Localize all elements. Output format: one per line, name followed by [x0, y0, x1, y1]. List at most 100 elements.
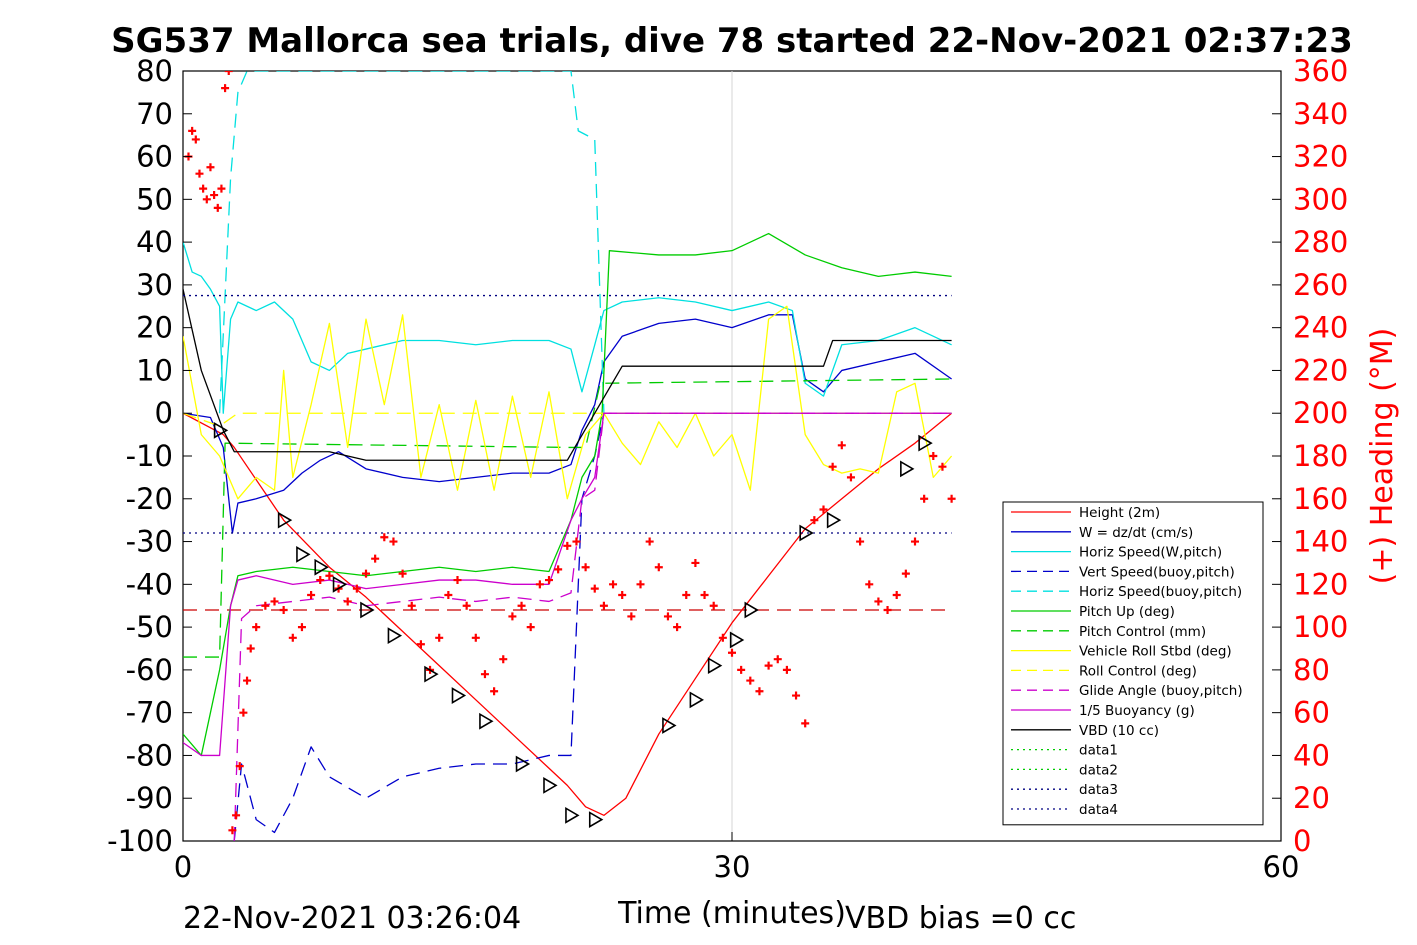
triangle-marker	[277, 511, 293, 529]
triangle-marker	[213, 421, 229, 439]
triangle-marker	[900, 460, 915, 478]
triangle-marker	[387, 627, 403, 645]
legend-label-roll-control-deg: Roll Control (deg)	[1079, 663, 1197, 679]
y-right-tick-label: 60	[1293, 696, 1330, 730]
heading-point	[599, 601, 608, 610]
triangle-marker	[707, 657, 723, 675]
heading-point	[618, 591, 627, 600]
heading-point	[217, 184, 226, 193]
heading-point	[279, 606, 288, 614]
y-right-tick-label: 300	[1293, 182, 1348, 216]
legend-label-horiz-speed-buoy-pitch: Horiz Speed(buoy,pitch)	[1079, 584, 1242, 600]
heading-point	[307, 591, 316, 600]
heading-point	[188, 126, 197, 135]
heading-point	[389, 537, 398, 546]
legend-label-data4: data4	[1079, 802, 1118, 818]
heading-point	[929, 452, 938, 460]
legend: Height (2m) W = dz/dt (cm/s) Horiz Speed(W…	[1002, 501, 1264, 826]
heading-markers	[184, 71, 956, 835]
heading-point	[235, 762, 244, 771]
heading-point	[444, 591, 453, 600]
heading-point	[199, 184, 208, 193]
chart-title: SG537 Mallorca sea trials, dive 78 start…	[111, 21, 1353, 61]
heading-point	[691, 558, 700, 567]
heading-point	[856, 537, 865, 546]
heading-point	[728, 648, 736, 657]
triangle-marker	[662, 717, 677, 734]
legend-label-vbd-10-cc: VBD (10 cc)	[1079, 723, 1159, 739]
heading-point	[792, 691, 801, 700]
heading-point	[526, 623, 535, 632]
y-tick-label: -90	[126, 781, 173, 815]
legend-label-vehicle-roll-stbd-deg: Vehicle Roll Stbd (deg)	[1079, 644, 1232, 660]
triangle-marker	[588, 811, 604, 829]
series-line-height-2m	[183, 412, 953, 816]
legend-label-vert-speed-buoy-pitch: Vert Speed(buoy,pitch)	[1079, 564, 1235, 580]
heading-point	[682, 591, 691, 600]
y-right-tick-label: 260	[1293, 268, 1348, 302]
y-tick-label: 50	[136, 182, 173, 216]
heading-point	[243, 676, 252, 685]
y-right-tick-label: 160	[1293, 482, 1348, 516]
heading-point	[210, 191, 219, 200]
legend-label-1-5-buoyancy-g: 1/5 Buoyancy (g)	[1079, 703, 1195, 719]
heading-point	[407, 601, 416, 610]
heading-point	[828, 462, 837, 471]
triangle-marker	[689, 691, 704, 709]
heading-point	[645, 537, 654, 546]
x-axis-label: Time (minutes)	[617, 896, 846, 931]
heading-point	[883, 606, 892, 614]
heading-point	[782, 665, 791, 674]
heading-point	[246, 644, 255, 653]
triangle-marker	[360, 601, 375, 619]
heading-point	[288, 633, 297, 642]
series-line-horiz-speed-w-pitch	[183, 241, 952, 414]
heading-point	[874, 597, 883, 606]
triangle-marker	[729, 631, 745, 649]
y-tick-label: -20	[126, 482, 173, 516]
heading-point	[499, 655, 508, 664]
heading-point	[261, 601, 270, 610]
heading-point	[325, 571, 334, 580]
y-tick-label: 10	[136, 353, 173, 387]
heading-point	[352, 584, 361, 593]
heading-point	[398, 569, 407, 578]
y-right-tick-label: 100	[1293, 610, 1348, 644]
series-line-pitch-up-deg	[183, 232, 952, 757]
legend-box	[1002, 501, 1264, 826]
series-line-pitch-control-mm	[183, 378, 952, 658]
heading-point	[202, 195, 211, 204]
heading-point	[892, 591, 901, 600]
heading-point	[270, 597, 279, 606]
heading-point	[224, 71, 233, 75]
heading-point	[563, 541, 572, 550]
heading-point	[371, 554, 380, 563]
y-tick-label: 20	[136, 311, 173, 345]
heading-point	[764, 661, 773, 670]
heading-point	[865, 580, 874, 589]
legend-label-data3: data3	[1079, 782, 1118, 798]
heading-point	[545, 576, 553, 585]
series-line-roll-control-deg	[183, 412, 952, 427]
y-right-tick-label: 40	[1293, 738, 1330, 772]
heading-point	[252, 623, 261, 632]
heading-point	[673, 623, 682, 632]
heading-point	[213, 203, 222, 212]
y-right-tick-label: 320	[1293, 140, 1348, 174]
triangle-marker	[296, 545, 311, 563]
heading-point	[380, 533, 389, 542]
end-timestamp: 22-Nov-2021 03:26:04	[183, 901, 521, 936]
triangle-marker	[744, 601, 759, 619]
series-line-glide-angle-buoy-pitch	[233, 412, 952, 841]
heading-point	[453, 576, 462, 585]
heading-point	[636, 580, 645, 589]
y-tick-label: 60	[136, 140, 173, 174]
y-right-tick-label: 80	[1293, 653, 1330, 687]
triangle-marker	[826, 511, 842, 529]
y-right-tick-label: 200	[1293, 396, 1348, 430]
heading-point	[901, 569, 910, 578]
heading-point	[239, 708, 248, 717]
heading-point	[480, 670, 489, 679]
triangle-marker	[314, 558, 329, 576]
